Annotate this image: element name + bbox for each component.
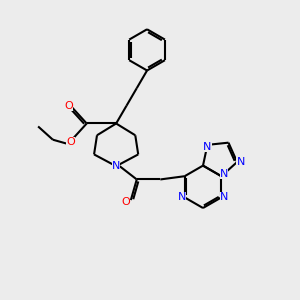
Text: O: O [66, 137, 75, 147]
Text: N: N [220, 192, 229, 203]
Text: O: O [121, 196, 130, 206]
Text: N: N [203, 142, 212, 152]
Text: N: N [220, 169, 228, 179]
Text: N: N [236, 157, 245, 167]
Text: N: N [178, 192, 186, 203]
Text: O: O [64, 101, 73, 111]
Text: N: N [112, 161, 120, 171]
